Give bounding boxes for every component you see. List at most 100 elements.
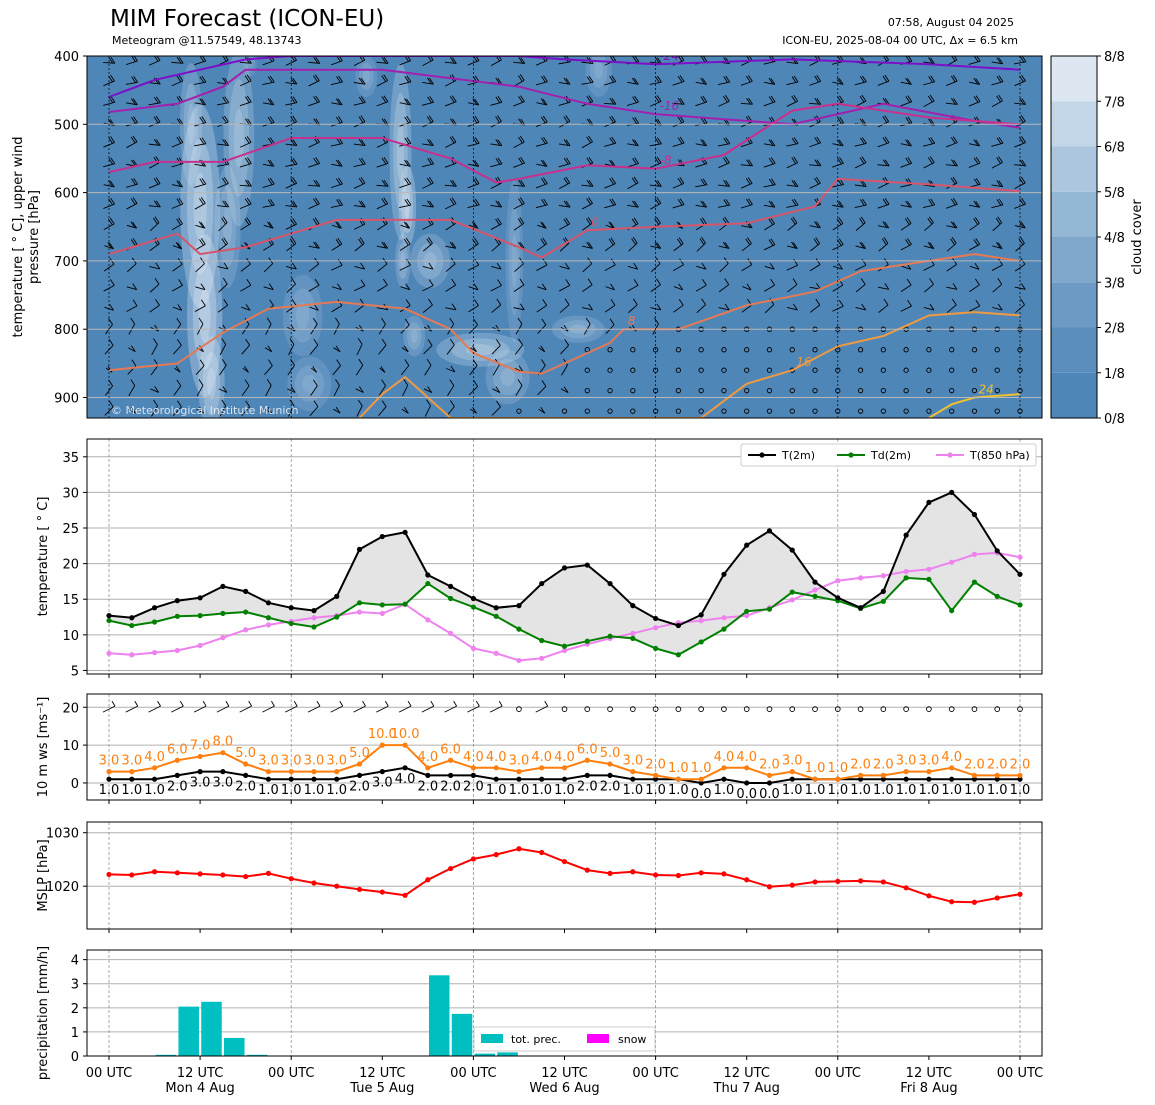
calm-wind-marker (766, 388, 773, 394)
calm-wind-marker (744, 367, 750, 373)
wind-barb (786, 156, 799, 169)
wind-barb (537, 283, 547, 291)
legend-total-precip: tot. prec. (511, 1033, 561, 1046)
wind-barb (490, 200, 503, 208)
wind-barb (240, 278, 252, 292)
wind-barb (446, 338, 455, 355)
wind-barb (399, 98, 411, 106)
wind-barb (763, 178, 776, 188)
mslp-point (470, 856, 476, 862)
wind-mean-point (311, 776, 317, 782)
wind-barb (809, 136, 822, 148)
wind-barb (627, 200, 639, 208)
wind-barb (763, 77, 776, 85)
wind-barb (422, 139, 434, 147)
wind-barb (400, 283, 411, 291)
cloud-blob (214, 165, 241, 288)
wind-max-label: 4.0 (418, 750, 439, 765)
precip-bar (428, 975, 450, 1056)
wind-barb (353, 139, 366, 147)
wind-barb (763, 157, 776, 168)
wind-barb (900, 278, 912, 292)
surface-wind-barb (489, 700, 503, 713)
td2m-point (516, 626, 522, 632)
isotherm--24 (108, 56, 1021, 98)
calm-wind-marker (971, 408, 978, 414)
wind-barb (308, 157, 321, 168)
wind-barb (513, 217, 525, 231)
wind-max-point (857, 772, 864, 778)
mslp-point (220, 872, 226, 878)
wind-mean-point (766, 780, 773, 786)
wind-barb (604, 97, 617, 105)
precip-bar (451, 1013, 473, 1056)
calm-wind-marker (721, 388, 727, 394)
surface-wind-barb (353, 700, 366, 713)
wind-barb (605, 221, 615, 229)
td2m-point (220, 610, 226, 617)
cloud-cover-colorbar: 0/8 1/8 2/8 3/8 4/8 5/8 6/8 7/8 8/8 cloud cover (1050, 50, 1145, 427)
wind-max-label: 1.0 (827, 761, 848, 776)
wind-barb (127, 406, 136, 414)
mslp-point (151, 869, 158, 875)
wind-barb (196, 379, 204, 397)
wind-barb (445, 135, 457, 148)
wind-barb (604, 177, 616, 189)
cloud-blob (396, 122, 405, 182)
wind-barb (194, 177, 207, 188)
wind-max-label: 3.0 (622, 754, 643, 769)
wind-barb (356, 399, 363, 417)
mslp-point (926, 893, 932, 899)
wind-mean-label: 1.0 (873, 783, 894, 798)
calm-wind-marker (994, 367, 1000, 373)
td2m-point (311, 624, 317, 630)
calm-wind-marker (971, 706, 978, 712)
wind-mean-label: 3.0 (190, 776, 211, 791)
cloud-blob (389, 63, 412, 241)
wind-barb (354, 262, 365, 270)
t850-point (857, 575, 864, 581)
wind-barb (217, 177, 229, 189)
wind-mean-point (584, 772, 590, 778)
t850-point (698, 617, 704, 624)
wind-mean-point (949, 776, 955, 782)
wind-barb (537, 380, 547, 396)
y-tick-label: 1030 (46, 827, 79, 842)
t2m-point (903, 532, 909, 538)
wind-barb (216, 96, 230, 106)
calm-wind-marker (1017, 706, 1023, 712)
wind-barb (764, 278, 775, 292)
wind-barb (194, 56, 207, 66)
wind-barb (331, 237, 343, 251)
y-tick-label: 0 (71, 1050, 79, 1065)
wind-max-point (129, 769, 135, 775)
wind-barb (264, 345, 273, 353)
wind-ylabel: 10 m ws [ms⁻¹] (36, 697, 51, 798)
wind-barb (649, 75, 662, 85)
wind-barb (924, 216, 934, 232)
wind-mean-label: 1.0 (919, 783, 940, 798)
mslp-point (835, 878, 841, 884)
wind-barb (537, 221, 547, 229)
td2m-point (493, 613, 499, 619)
calm-wind-marker (994, 408, 1000, 414)
wind-barb (421, 157, 435, 168)
mslp-point (744, 877, 750, 883)
wind-barb (376, 56, 389, 64)
precip-bar (224, 1037, 245, 1056)
cloud-blob (187, 233, 223, 398)
wind-barb (877, 283, 890, 290)
mslp-point (197, 871, 203, 877)
wind-max-label: 2.0 (987, 757, 1008, 772)
wind-barb (241, 304, 251, 311)
wind-barb (695, 139, 708, 147)
cloud-blob (436, 332, 525, 367)
wind-barb (126, 197, 138, 210)
colorbar-tick-label: 8/8 (1104, 50, 1125, 65)
td2m-point (197, 613, 203, 619)
calm-wind-marker (698, 706, 705, 712)
wind-barb (764, 217, 775, 231)
x-tick-label: 00 UTC (632, 1066, 678, 1081)
wind-max-point (584, 757, 590, 763)
wind-barb (239, 197, 252, 210)
